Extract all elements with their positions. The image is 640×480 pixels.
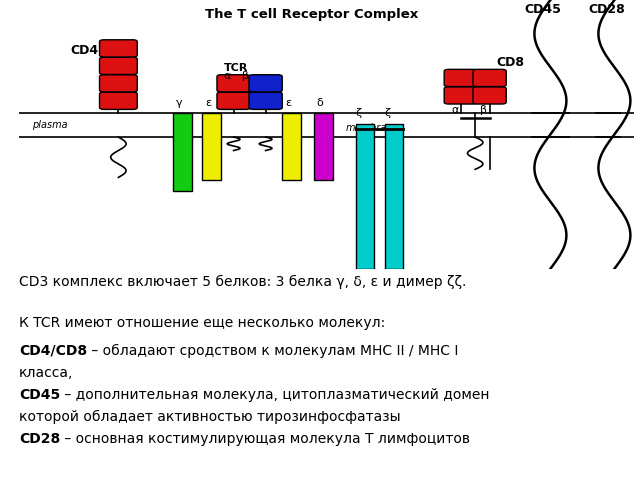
FancyBboxPatch shape (100, 40, 138, 57)
Text: α   β: α β (224, 71, 249, 81)
Text: α: α (451, 105, 459, 115)
Bar (202, 113, 221, 180)
Text: CD4/CD8: CD4/CD8 (19, 344, 87, 358)
Bar (173, 113, 192, 191)
Text: TCR: TCR (224, 63, 248, 73)
Text: которой обладает активностью тирозинфосфатазы: которой обладает активностью тирозинфосф… (19, 409, 401, 424)
Text: ε: ε (205, 97, 211, 108)
FancyBboxPatch shape (100, 57, 138, 74)
Text: β: β (480, 105, 487, 115)
Bar (356, 124, 374, 269)
FancyBboxPatch shape (473, 87, 506, 104)
Text: К TCR имеют отношение еще несколько молекул:: К TCR имеют отношение еще несколько моле… (19, 316, 385, 330)
FancyBboxPatch shape (444, 69, 477, 86)
Text: CD4: CD4 (70, 44, 99, 57)
FancyBboxPatch shape (217, 92, 250, 109)
FancyBboxPatch shape (444, 87, 477, 104)
FancyBboxPatch shape (249, 92, 282, 109)
Text: CD45: CD45 (525, 3, 562, 16)
Text: γ: γ (176, 97, 182, 108)
Text: класса,: класса, (19, 366, 74, 380)
Text: δ: δ (317, 97, 324, 108)
Bar (314, 113, 333, 180)
Text: ε: ε (285, 97, 291, 108)
Text: – основная костимулирующая молекула Т лимфоцитов: – основная костимулирующая молекула Т ли… (60, 432, 470, 445)
FancyBboxPatch shape (217, 75, 250, 92)
Text: plasma: plasma (32, 120, 68, 130)
Text: CD8: CD8 (496, 56, 524, 69)
Text: CD28: CD28 (589, 3, 625, 16)
Text: ζ: ζ (384, 108, 390, 118)
Text: – обладают сродством к молекулам MHC II / MHC I: – обладают сродством к молекулам MHC II … (87, 344, 459, 358)
Bar (282, 113, 301, 180)
Bar (385, 124, 403, 269)
Text: – дополнительная молекула, цитоплазматический домен: – дополнительная молекула, цитоплазматич… (60, 388, 490, 402)
Text: membrane: membrane (346, 123, 399, 132)
Text: The T cell Receptor Complex: The T cell Receptor Complex (205, 8, 418, 21)
FancyBboxPatch shape (473, 69, 506, 86)
Text: CD28: CD28 (19, 432, 60, 445)
FancyBboxPatch shape (100, 92, 138, 109)
Text: CD45: CD45 (19, 388, 60, 402)
FancyBboxPatch shape (249, 75, 282, 92)
FancyBboxPatch shape (100, 75, 138, 92)
Text: ζ: ζ (355, 108, 362, 118)
Text: CD3 комплекс включает 5 белков: 3 белка γ, δ, ε и димер ζζ.: CD3 комплекс включает 5 белков: 3 белка … (19, 275, 467, 289)
